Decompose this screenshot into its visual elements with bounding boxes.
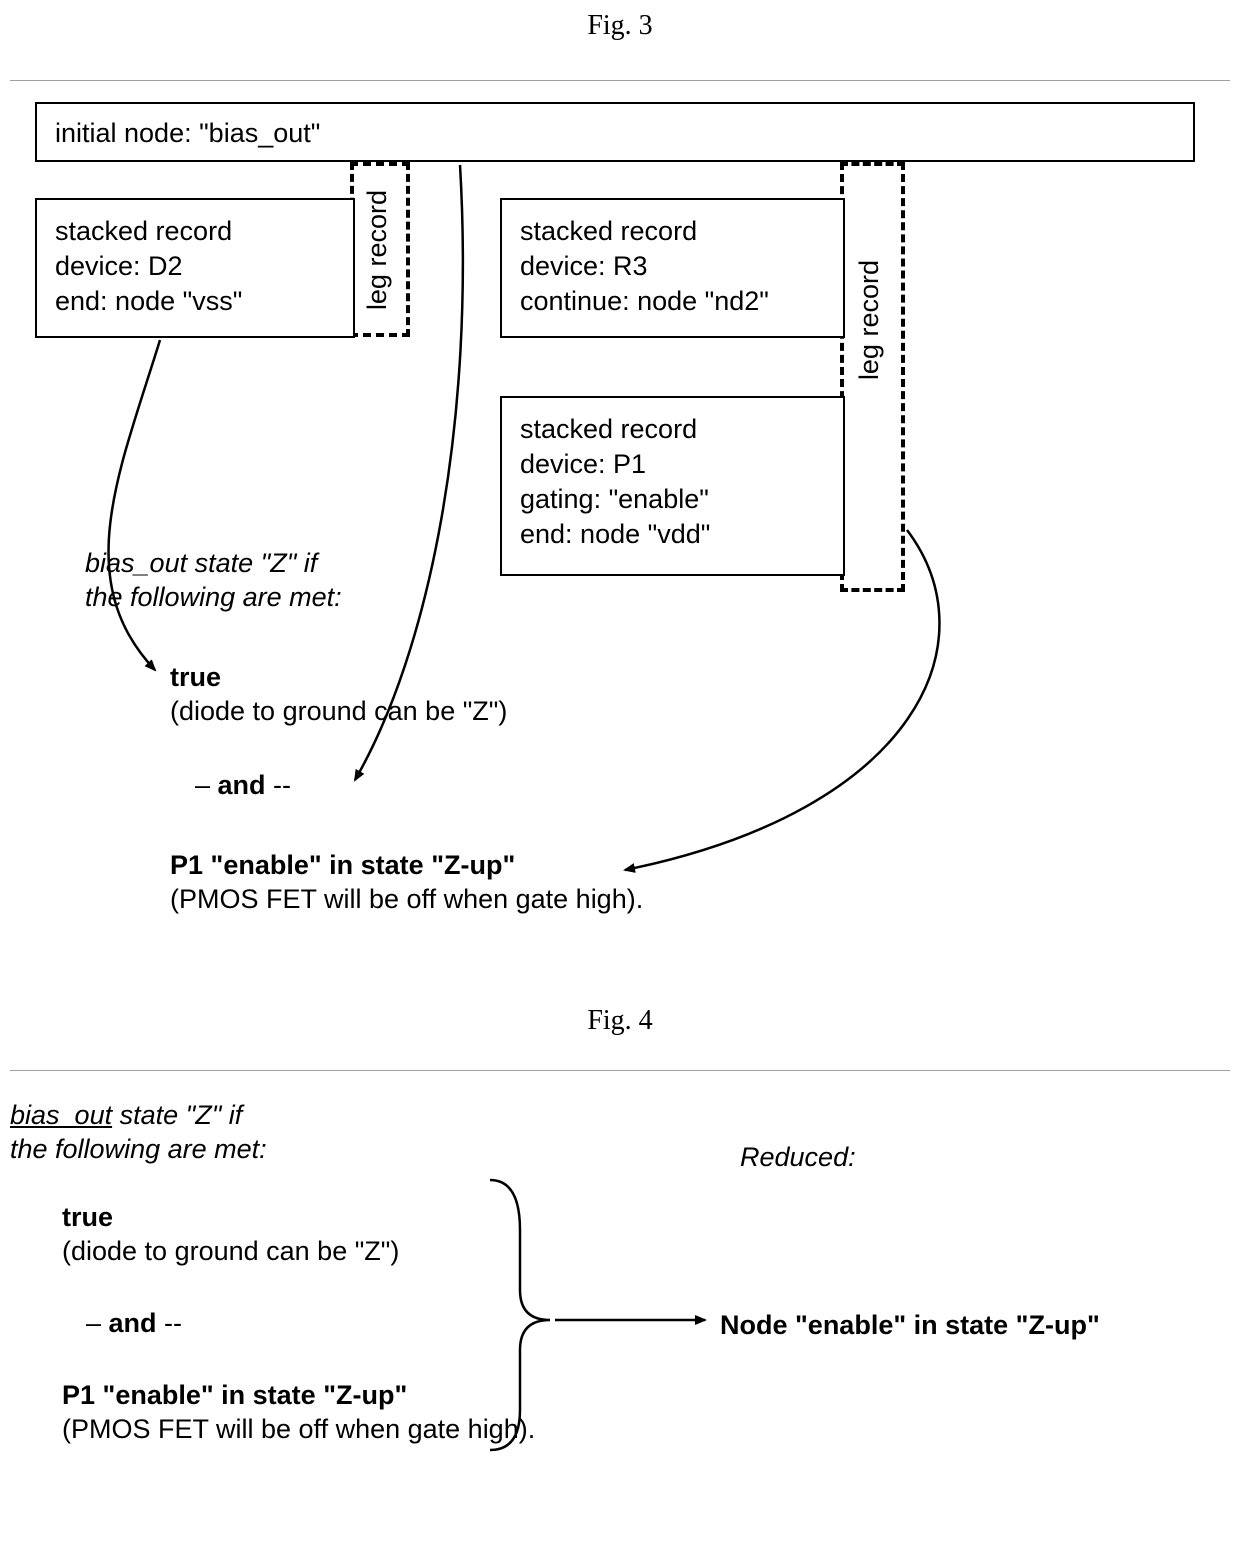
record-d2-l3: end: node "vss"	[55, 284, 335, 319]
record-p1-l2: device: P1	[520, 447, 825, 482]
record-r3-l3: continue: node "nd2"	[520, 284, 825, 319]
f4-cond-header-rest: state "Z" if	[112, 1100, 242, 1130]
brace-icon	[490, 1180, 550, 1450]
record-d2-l1: stacked record	[55, 214, 335, 249]
record-r3-l1: stacked record	[520, 214, 825, 249]
f4-cond-p1: P1 "enable" in state "Z-up"	[62, 1378, 407, 1413]
f4-cond-p1-note: (PMOS FET will be off when gate high).	[62, 1412, 535, 1447]
cond-p1-note: (PMOS FET will be off when gate high).	[170, 882, 643, 917]
record-d2-box: stacked record device: D2 end: node "vss…	[35, 198, 355, 338]
record-r3-l2: device: R3	[520, 249, 825, 284]
f4-and-dash-pre: –	[86, 1308, 109, 1338]
f4-and-dash-post: --	[157, 1308, 182, 1338]
f4-cond-true-note: (diode to ground can be "Z")	[62, 1234, 399, 1269]
cond-true: true	[170, 660, 221, 695]
fig3-label: Fig. 3	[560, 10, 680, 42]
initial-node-box: initial node: "bias_out"	[35, 102, 1195, 162]
arrow-d2-to-true	[109, 340, 160, 670]
record-p1-box: stacked record device: P1 gating: "enabl…	[500, 396, 845, 576]
cond-header-l1: bias_out state "Z" if	[85, 546, 317, 581]
leg-record-label-left: leg record	[362, 190, 393, 310]
result-text: Node "enable" in state "Z-up"	[720, 1308, 1100, 1343]
and-dash-pre: –	[195, 770, 218, 800]
initial-node-text: initial node: "bias_out"	[55, 118, 320, 148]
reduced-label: Reduced:	[740, 1140, 856, 1175]
f4-and-word: and	[109, 1308, 157, 1338]
record-d2-l2: device: D2	[55, 249, 335, 284]
f4-cond-and-line: – and --	[86, 1306, 182, 1341]
and-word: and	[218, 770, 266, 800]
record-p1-l4: end: node "vdd"	[520, 517, 825, 552]
cond-header-l2: the following are met:	[85, 580, 342, 615]
cond-and-line: – and --	[195, 768, 291, 803]
f4-cond-header-span: bias_out	[10, 1100, 112, 1130]
record-r3-box: stacked record device: R3 continue: node…	[500, 198, 845, 338]
record-p1-l1: stacked record	[520, 412, 825, 447]
fig3-top-rule	[10, 80, 1230, 81]
and-dash-post: --	[266, 770, 291, 800]
f4-cond-header-l1: bias_out state "Z" if	[10, 1098, 242, 1133]
f4-cond-header-l2: the following are met:	[10, 1132, 267, 1167]
f4-cond-true: true	[62, 1200, 113, 1235]
cond-true-note: (diode to ground can be "Z")	[170, 694, 507, 729]
fig4-top-rule	[10, 1070, 1230, 1071]
record-p1-l3: gating: "enable"	[520, 482, 825, 517]
leg-record-label-right: leg record	[854, 260, 885, 380]
cond-p1: P1 "enable" in state "Z-up"	[170, 848, 515, 883]
fig4-label: Fig. 4	[560, 1005, 680, 1037]
page: Fig. 3 initial node: "bias_out" leg reco…	[0, 0, 1240, 1553]
